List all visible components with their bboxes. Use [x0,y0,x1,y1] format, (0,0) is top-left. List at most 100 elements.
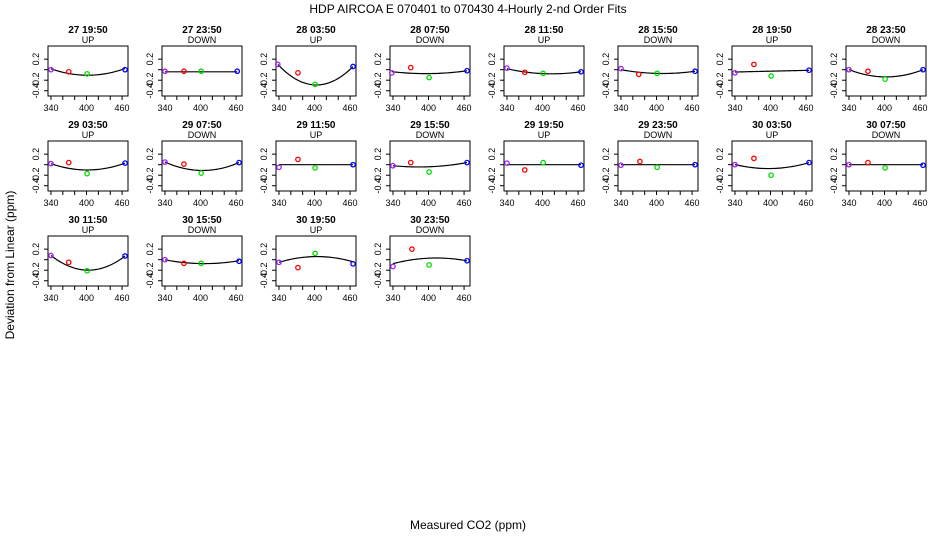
x-tick-label: 400 [763,198,778,208]
data-point [882,164,888,171]
x-tick-label: 400 [535,103,550,113]
panel-title: 29 23:50 [638,120,678,131]
x-tick-label: 340 [385,198,400,208]
x-tick-label: 460 [913,198,928,208]
x-tick-label: 340 [841,198,856,208]
x-tick-label: 460 [343,103,358,113]
panel-direction-label: DOWN [416,225,445,235]
fit-curve [277,63,354,86]
x-tick-label: 340 [271,293,286,303]
fit-curve [278,255,354,263]
y-tick-label: 0.2 [31,243,41,256]
panel-direction-label: UP [310,130,323,140]
data-point [276,259,282,266]
data-point [768,73,774,79]
panel-title: 28 11:50 [525,25,564,36]
y-tick-label: -0.2 [373,72,383,88]
panel-direction-label: UP [310,35,323,45]
x-tick-label: 400 [763,103,778,113]
panel-direction-label: UP [82,35,95,45]
fit-curve [848,69,924,78]
data-point [312,81,318,88]
fit-curve [164,259,240,265]
y-tick-label: -0.4 [259,273,269,289]
y-tick-label: -0.4 [145,178,155,194]
chart-title: HDP AIRCOA E 070401 to 070430 4-Hourly 2… [309,2,627,16]
data-point [390,162,396,169]
x-tick-label: 340 [271,103,286,113]
data-point [692,68,698,75]
panel-direction-label: UP [310,225,323,235]
panel-title: 30 07:50 [866,120,906,131]
y-tick-label: 0.2 [145,148,155,161]
y-tick-label: -0.2 [715,167,725,183]
x-tick-label: 460 [229,198,244,208]
y-tick-label: -0.2 [31,167,41,183]
panel-title: 28 23:50 [866,25,906,36]
y-tick-label: 0.2 [373,53,383,66]
panel-frame [275,140,357,192]
x-tick-label: 460 [799,198,814,208]
data-point [198,170,204,176]
panel-frame [161,235,243,287]
y-tick-label: 0.2 [487,53,497,66]
y-tick-label: 0.2 [373,148,383,161]
x-axis-label: Measured CO2 (ppm) [409,518,527,532]
y-tick-label: -0.4 [373,273,383,289]
x-tick-label: 460 [799,103,814,113]
x-tick-label: 340 [271,198,286,208]
panel-frame [503,45,585,97]
y-tick-label: -0.2 [373,167,383,183]
data-point [198,260,204,267]
fit-curve [734,162,810,170]
y-tick-label: -0.2 [31,262,41,278]
x-tick-label: 400 [307,103,322,113]
data-point [274,61,281,68]
data-point [846,161,852,168]
x-tick-label: 340 [727,103,742,113]
panel-title: 30 03:50 [752,120,792,131]
data-point [540,159,546,166]
panel-frame [47,140,129,192]
panel-title: 29 19:50 [524,120,564,131]
data-point [618,65,624,72]
data-point [65,159,72,166]
y-tick-label: -0.2 [601,72,611,88]
x-tick-label: 400 [307,198,322,208]
y-tick-label: -0.2 [145,167,155,183]
data-point [162,256,168,263]
y-tick-label: 0.2 [31,53,41,66]
x-tick-label: 400 [79,293,94,303]
data-point [276,164,282,171]
x-tick-label: 340 [385,103,400,113]
y-tick-label: 0.2 [259,53,269,66]
data-point [618,162,624,169]
panel-direction-label: DOWN [188,35,217,45]
x-tick-label: 400 [421,293,436,303]
x-tick-label: 400 [421,198,436,208]
data-point [504,65,510,71]
data-point [312,250,318,257]
fit-curve [734,69,810,73]
data-point [464,67,470,74]
panel-frame [389,140,471,192]
panel-direction-label: DOWN [872,130,901,140]
y-tick-label: -0.4 [373,83,383,99]
y-tick-label: -0.4 [487,178,497,194]
data-point [162,159,168,165]
y-tick-label: 0.2 [715,53,725,66]
data-point [635,71,642,78]
y-tick-label: -0.2 [601,167,611,183]
y-tick-label: -0.4 [829,83,839,99]
data-point [236,258,242,265]
panel-direction-label: DOWN [872,35,901,45]
data-point [350,261,356,267]
